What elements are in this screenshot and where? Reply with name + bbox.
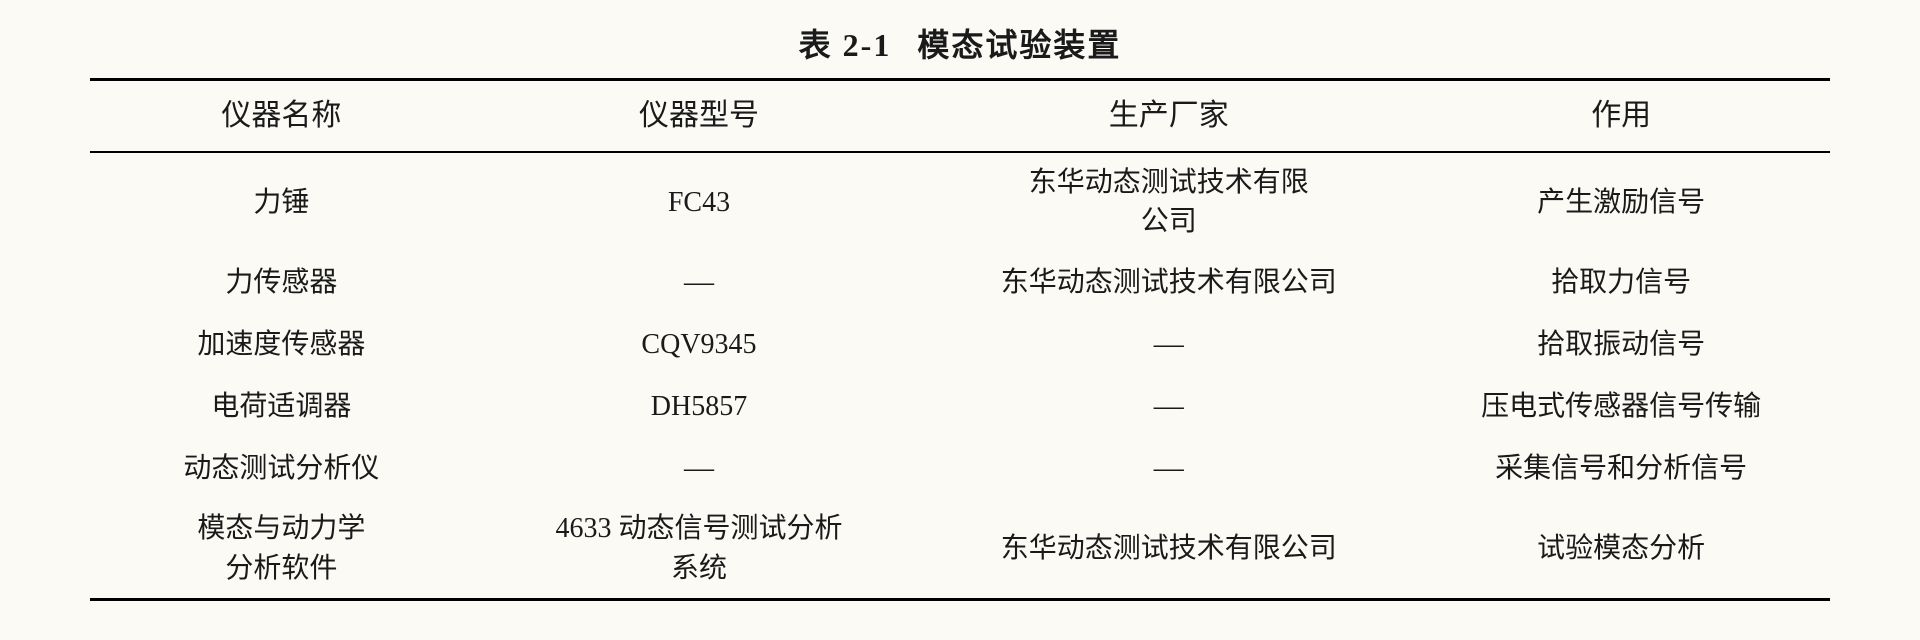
table-row: 电荷适调器 DH5857 — 压电式传感器信号传输 (90, 375, 1830, 437)
cell-model: CQV9345 (473, 313, 925, 375)
cell-function: 产生激励信号 (1412, 152, 1830, 251)
cell-model: — (473, 437, 925, 499)
col-header-model: 仪器型号 (473, 80, 925, 153)
cell-function: 拾取振动信号 (1412, 313, 1830, 375)
cell-manufacturer: 东华动态测试技术有限公司 (925, 152, 1412, 251)
col-header-manufacturer: 生产厂家 (925, 80, 1412, 153)
cell-model: — (473, 251, 925, 313)
table-row: 动态测试分析仪 — — 采集信号和分析信号 (90, 437, 1830, 499)
table-caption: 表 2-1 模态试验装置 (90, 20, 1830, 66)
table-row: 力传感器 — 东华动态测试技术有限公司 拾取力信号 (90, 251, 1830, 313)
page: 表 2-1 模态试验装置 仪器名称 仪器型号 生产厂家 作用 力锤 FC43 东华… (0, 0, 1920, 640)
cell-name: 加速度传感器 (90, 313, 473, 375)
cell-model: FC43 (473, 152, 925, 251)
table-header-row: 仪器名称 仪器型号 生产厂家 作用 (90, 80, 1830, 153)
caption-number: 表 2-1 (799, 27, 892, 63)
cell-name: 力锤 (90, 152, 473, 251)
cell-manufacturer: — (925, 437, 1412, 499)
cell-function: 拾取力信号 (1412, 251, 1830, 313)
table-row: 力锤 FC43 东华动态测试技术有限公司 产生激励信号 (90, 152, 1830, 251)
cell-manufacturer: 东华动态测试技术有限公司 (925, 499, 1412, 599)
caption-title: 模态试验装置 (917, 27, 1121, 63)
col-header-function: 作用 (1412, 80, 1830, 153)
cell-manufacturer: 东华动态测试技术有限公司 (925, 251, 1412, 313)
cell-function: 试验模态分析 (1412, 499, 1830, 599)
equipment-table: 仪器名称 仪器型号 生产厂家 作用 力锤 FC43 东华动态测试技术有限公司 产… (90, 78, 1830, 601)
cell-name: 力传感器 (90, 251, 473, 313)
cell-name: 电荷适调器 (90, 375, 473, 437)
table-row: 模态与动力学分析软件 4633 动态信号测试分析系统 东华动态测试技术有限公司 … (90, 499, 1830, 599)
col-header-name: 仪器名称 (90, 80, 473, 153)
table-row: 加速度传感器 CQV9345 — 拾取振动信号 (90, 313, 1830, 375)
cell-manufacturer: — (925, 313, 1412, 375)
cell-name: 模态与动力学分析软件 (90, 499, 473, 599)
cell-function: 采集信号和分析信号 (1412, 437, 1830, 499)
cell-name: 动态测试分析仪 (90, 437, 473, 499)
table-body: 力锤 FC43 东华动态测试技术有限公司 产生激励信号 力传感器 — 东华动态测… (90, 152, 1830, 599)
cell-model: DH5857 (473, 375, 925, 437)
cell-function: 压电式传感器信号传输 (1412, 375, 1830, 437)
cell-manufacturer: — (925, 375, 1412, 437)
cell-model: 4633 动态信号测试分析系统 (473, 499, 925, 599)
